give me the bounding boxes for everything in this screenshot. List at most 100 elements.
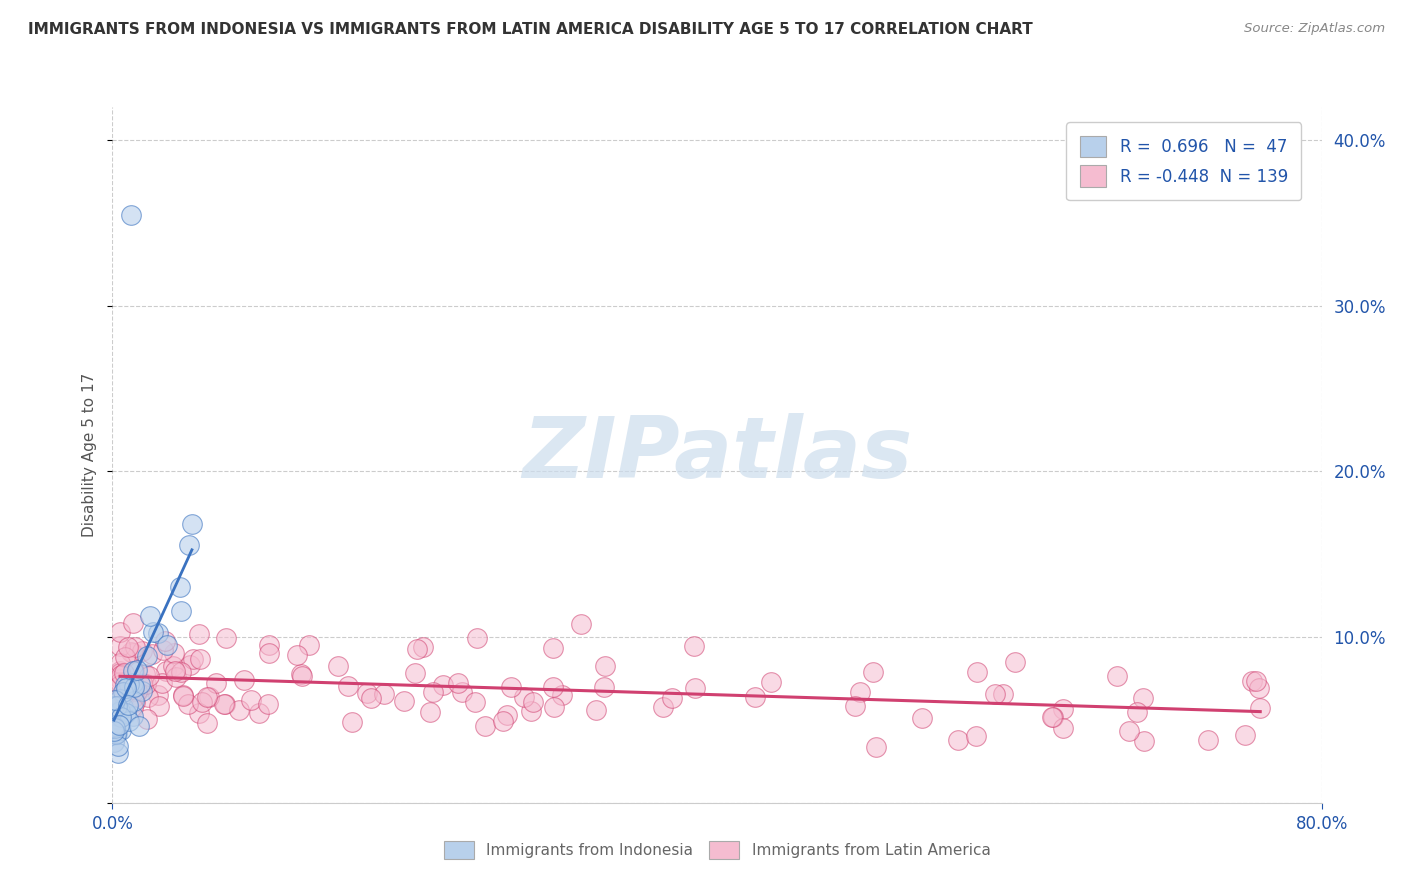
Point <box>543 640 565 655</box>
Point <box>422 685 444 699</box>
Point <box>117 698 139 712</box>
Point <box>179 657 201 672</box>
Point <box>360 691 382 706</box>
Point <box>336 679 359 693</box>
Point <box>849 685 872 699</box>
Point <box>110 692 132 706</box>
Point <box>105 699 128 714</box>
Point <box>110 704 132 718</box>
Point <box>326 658 349 673</box>
Point <box>1040 710 1063 724</box>
Point <box>571 617 593 632</box>
Point <box>541 680 564 694</box>
Point <box>685 681 707 695</box>
Point <box>121 665 143 679</box>
Point <box>513 690 536 705</box>
Point <box>118 676 141 690</box>
Point <box>108 674 131 689</box>
Point <box>136 690 159 704</box>
Point <box>121 681 143 696</box>
Point <box>103 735 125 749</box>
Point <box>1126 706 1149 720</box>
Point <box>108 666 131 681</box>
Point <box>105 717 128 731</box>
Point <box>187 706 209 721</box>
Point <box>865 740 887 755</box>
Point <box>759 675 782 690</box>
Point <box>156 638 179 652</box>
Point <box>169 580 191 594</box>
Point <box>127 663 149 677</box>
Point <box>195 715 218 730</box>
Point <box>108 678 131 692</box>
Point <box>1241 673 1264 688</box>
Point <box>1052 702 1074 716</box>
Point <box>108 673 131 687</box>
Point <box>984 687 1007 701</box>
Point <box>1246 673 1268 688</box>
Point <box>965 730 987 744</box>
Point <box>215 632 238 646</box>
Point <box>105 712 128 726</box>
Point <box>122 665 145 679</box>
Point <box>844 698 866 713</box>
Point <box>661 691 683 706</box>
Point <box>911 711 934 725</box>
Point <box>103 724 125 739</box>
Point <box>1249 701 1271 715</box>
Point <box>744 690 766 704</box>
Point <box>111 685 134 699</box>
Point <box>195 690 218 704</box>
Point <box>465 632 488 646</box>
Point <box>120 208 142 222</box>
Point <box>291 669 314 683</box>
Point <box>682 639 704 653</box>
Point <box>104 721 127 735</box>
Point <box>404 666 426 681</box>
Point <box>595 658 617 673</box>
Point <box>474 718 496 732</box>
Point <box>290 667 312 681</box>
Point <box>120 645 142 659</box>
Point <box>128 683 150 698</box>
Point <box>205 676 228 690</box>
Point <box>103 719 125 733</box>
Point <box>340 714 363 729</box>
Point <box>122 694 145 708</box>
Point <box>1197 732 1219 747</box>
Point <box>862 665 884 680</box>
Point <box>170 604 193 618</box>
Point <box>155 664 177 678</box>
Point <box>105 706 128 720</box>
Point <box>1042 709 1064 723</box>
Point <box>122 680 145 694</box>
Point <box>188 651 211 665</box>
Text: Source: ZipAtlas.com: Source: ZipAtlas.com <box>1244 22 1385 36</box>
Point <box>104 727 127 741</box>
Point <box>114 678 136 692</box>
Point <box>122 646 145 660</box>
Point <box>104 693 127 707</box>
Point <box>124 695 146 709</box>
Point <box>1249 681 1271 695</box>
Point <box>110 656 132 670</box>
Point <box>112 699 135 714</box>
Point <box>412 640 434 654</box>
Point <box>103 728 125 742</box>
Point <box>214 697 236 711</box>
Point <box>108 691 131 706</box>
Point <box>214 697 236 711</box>
Point <box>522 695 544 709</box>
Point <box>112 690 135 705</box>
Point <box>108 697 131 711</box>
Point <box>110 710 132 724</box>
Point <box>520 704 543 718</box>
Point <box>592 680 614 694</box>
Point <box>108 625 131 640</box>
Point <box>135 712 157 726</box>
Point <box>419 705 441 719</box>
Point <box>492 714 515 728</box>
Point <box>1132 690 1154 705</box>
Point <box>107 746 129 760</box>
Point <box>108 639 131 653</box>
